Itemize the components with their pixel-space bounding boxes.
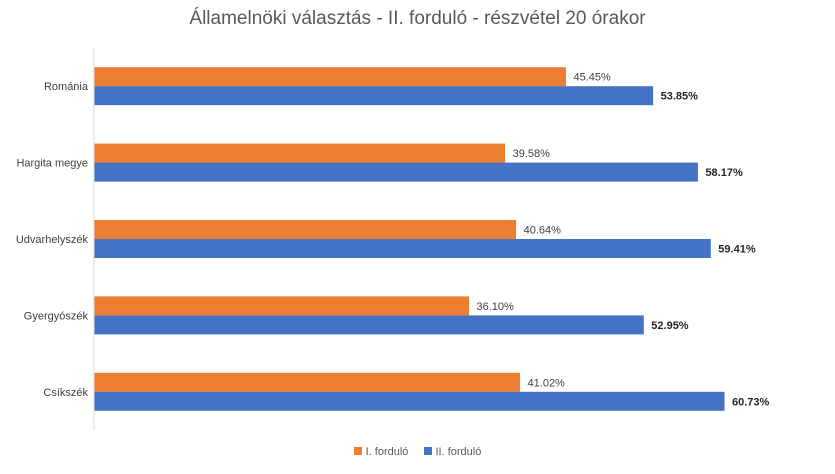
category-label: Csíkszék	[43, 387, 88, 399]
data-label-series-2: 59.41%	[718, 244, 756, 256]
bar-series-1	[94, 296, 469, 316]
category-label: Udvarhelyszék	[16, 234, 89, 246]
legend-item-series-2: II. forduló	[423, 446, 482, 458]
legend-label-series-1: I. forduló	[365, 446, 409, 458]
chart-title: Államelnöki választás - II. forduló - ré…	[189, 8, 646, 29]
data-label-series-1: 39.58%	[513, 148, 551, 160]
legend-label-series-2: II. forduló	[435, 446, 482, 458]
data-label-series-2: 58.17%	[705, 167, 743, 179]
data-label-series-1: 40.64%	[524, 225, 562, 237]
data-label-series-2: 53.85%	[661, 91, 699, 103]
data-label-series-1: 36.10%	[476, 301, 514, 313]
bar-series-2	[94, 239, 711, 258]
legend-swatch-series-2	[423, 447, 432, 455]
data-label-series-2: 52.95%	[651, 320, 689, 332]
data-label-series-1: 45.45%	[573, 72, 611, 84]
bar-series-1	[94, 67, 566, 87]
category-label: Hargita megye	[16, 158, 88, 170]
category-label: Gyergyószék	[24, 310, 89, 322]
chart-legend: I. forduló II. forduló	[0, 446, 835, 458]
bar-series-2	[94, 86, 654, 106]
bar-series-2	[94, 162, 698, 182]
category-label: Románia	[44, 81, 89, 93]
legend-swatch-series-1	[353, 447, 362, 455]
data-label-series-2: 60.73%	[732, 396, 770, 408]
bar-series-2	[94, 391, 725, 411]
legend-item-series-1: I. forduló	[353, 446, 409, 458]
data-label-series-1: 41.02%	[528, 377, 566, 389]
bar-series-2	[94, 315, 644, 335]
bar-series-1	[94, 372, 521, 392]
bar-series-1	[94, 143, 506, 163]
bar-series-1	[94, 220, 517, 239]
